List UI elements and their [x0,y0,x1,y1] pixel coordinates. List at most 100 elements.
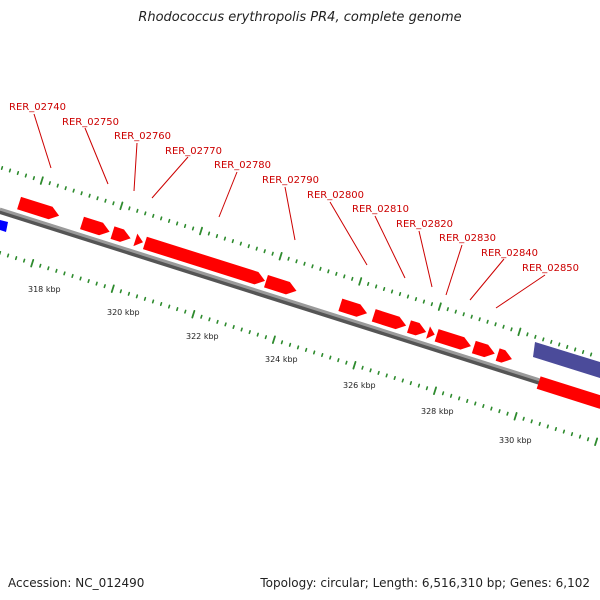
minor-tick [152,213,155,218]
minor-tick [87,279,90,284]
gene-labels: RER_02740 RER_02750 RER_02760 RER_02770 … [9,102,579,274]
major-tick [594,437,599,447]
minor-tick [343,274,346,279]
minor-tick [6,253,10,258]
gene-arrow [338,298,368,317]
minor-tick [71,273,74,278]
gene-label: RER_02840 [481,248,538,259]
minor-tick [502,324,505,329]
minor-tick [48,181,51,186]
leader-line [218,171,238,218]
minor-tick [72,188,75,193]
scale-label: 328 kbp [421,407,454,416]
major-tick [278,251,283,261]
minor-tick [280,340,284,345]
leader-line [374,215,406,279]
minor-tick [530,419,533,424]
blue-feature [0,220,8,232]
scale-label: 330 kbp [499,436,532,445]
leader-line [445,244,463,296]
minor-tick [22,258,26,263]
minor-tick [104,198,107,203]
minor-tick [449,393,453,398]
minor-tick [0,165,4,171]
minor-tick [417,383,421,388]
minor-tick [56,183,59,188]
minor-tick [351,276,354,281]
minor-tick [570,432,574,437]
major-tick [513,412,518,421]
minor-tick [32,176,36,181]
minor-tick [321,353,324,358]
minor-tick [319,266,322,271]
minor-tick [263,249,266,254]
gene-label: RER_02820 [396,219,453,230]
accession-text: Accession: NC_012490 [8,576,145,590]
minor-tick [256,332,259,337]
minor-tick [401,378,404,383]
minor-tick [393,375,396,381]
minor-tick [329,355,332,360]
major-tick [437,302,442,311]
minor-tick [24,173,28,178]
minor-tick [470,314,473,319]
minor-tick [16,171,20,176]
minor-tick [135,294,139,299]
minor-tick [409,381,413,386]
minor-tick [232,324,235,330]
minor-tick [534,334,537,339]
minor-tick [287,256,290,261]
minor-tick [128,206,131,211]
minor-tick [490,406,493,411]
minor-tick [478,317,481,322]
minor-tick [482,404,485,409]
minor-tick [103,284,106,289]
minor-tick [390,289,394,294]
major-tick [271,335,276,344]
minor-tick [554,426,558,432]
genome-title: Rhodococcus erythropolis PR4, complete g… [138,10,462,25]
gene-label: RER_02770 [165,146,222,157]
minor-tick [578,434,582,439]
minor-tick [522,416,525,421]
minor-tick [510,327,513,332]
minor-tick [64,186,67,191]
minor-tick [430,302,434,307]
minor-tick [586,437,590,442]
minor-tick [79,276,82,281]
minor-tick [255,246,258,251]
minor-tick [526,332,529,337]
minor-tick [398,292,402,297]
gene-label: RER_02790 [262,175,319,186]
major-tick [433,386,437,395]
minor-tick [589,352,593,357]
minor-tick [546,424,549,429]
gene-arrow [471,340,495,358]
scale-label: 326 kbp [343,381,376,390]
gene-label: RER_02800 [307,190,364,201]
major-tick [358,277,363,286]
minor-tick [55,268,58,273]
minor-tick [454,309,457,314]
minor-tick [506,411,509,416]
minor-tick [8,168,12,173]
minor-tick [223,236,227,241]
leader-line [469,258,505,301]
minor-tick [144,211,147,216]
major-tick [39,176,44,185]
minor-tick [207,231,211,236]
genome-backbone [0,207,600,404]
minor-tick [327,269,330,274]
minor-tick [264,335,268,340]
minor-tick [441,391,445,396]
gene-arrow [434,329,471,350]
minor-tick [183,223,187,229]
gene-label: RER_02750 [62,117,119,128]
minor-tick [271,251,274,256]
inner-tick-row [0,250,599,447]
minor-tick [14,256,18,261]
leader-line [133,142,138,192]
minor-tick [167,304,171,309]
minor-tick [63,271,66,276]
